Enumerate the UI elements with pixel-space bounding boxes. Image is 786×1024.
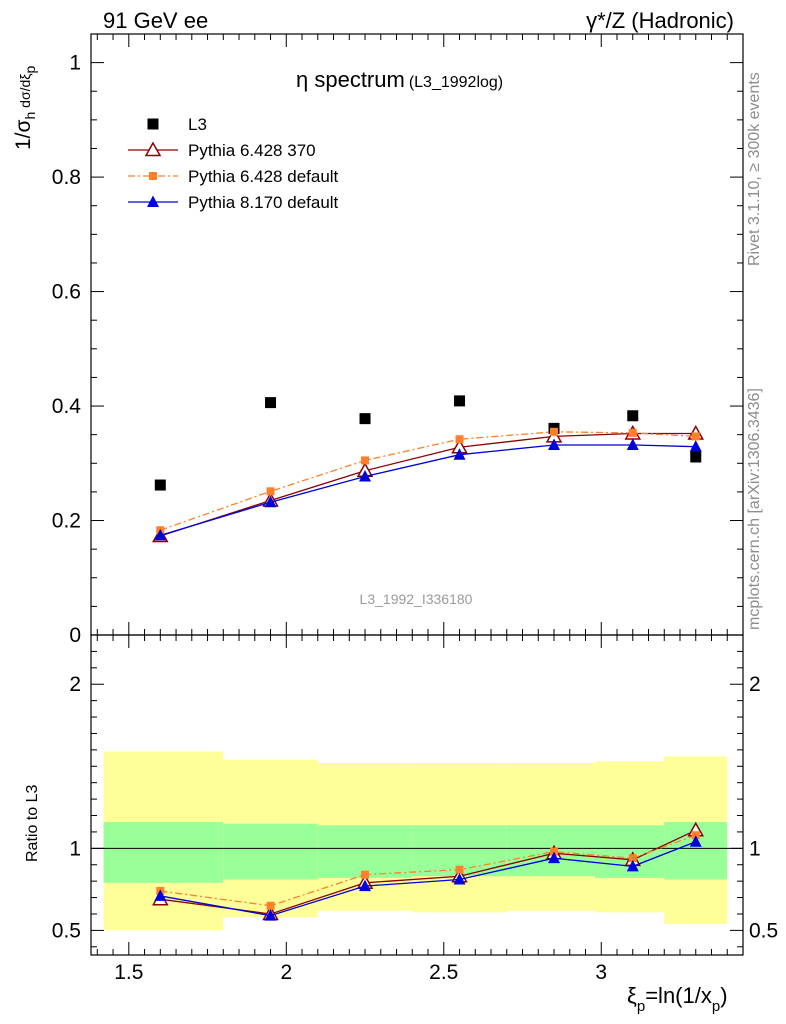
ratio-y-tick-label-right: 2 <box>749 673 761 696</box>
main-data-point <box>627 410 639 422</box>
ratio-data-point <box>154 889 167 901</box>
legend-marker <box>147 118 159 130</box>
ratio-y-tick-label: 1 <box>69 837 81 860</box>
ratio-y-axis-label: Ratio to L3 <box>24 785 41 862</box>
main-data-point <box>154 479 166 491</box>
ratio-y-tick-label-right: 1 <box>749 837 761 860</box>
ratio-data-point <box>628 854 637 863</box>
main-data-point <box>628 428 637 437</box>
ratio-band-inner-2 <box>317 825 413 878</box>
x-tick-label: 3 <box>595 961 607 984</box>
ratio-y-tick-label: 0.5 <box>52 919 81 942</box>
main-series-0 <box>154 395 702 491</box>
ratio-data-point <box>455 865 464 874</box>
ratio-data-point <box>548 851 561 864</box>
main-data-point <box>689 440 702 452</box>
main-data-point <box>266 487 275 496</box>
ratio-data-point <box>453 873 466 885</box>
ratio-data-point <box>550 847 559 856</box>
legend-entry-label: Pythia 8.170 default <box>188 193 339 212</box>
main-data-point <box>455 435 464 444</box>
ratio-uncertainty-bands <box>103 751 728 931</box>
main-y-tick-label: 0 <box>69 624 81 647</box>
main-series-1 <box>152 424 705 543</box>
main-series-3 <box>154 438 702 541</box>
main-data-point <box>550 427 559 436</box>
main-data-point <box>548 438 561 450</box>
legend-entry-label: L3 <box>188 115 207 134</box>
header-left-label: 91 GeV ee <box>103 8 209 33</box>
x-tick-label: 2 <box>280 961 292 984</box>
ratio-y-tick-marks <box>91 634 743 948</box>
main-y-axis-label-text: 1/σh dσ/dξp <box>12 65 38 150</box>
main-data-point <box>691 432 700 441</box>
x-tick-label: 1.5 <box>114 961 143 984</box>
main-y-tick-label: 0.4 <box>52 395 82 418</box>
ratio-y-tick-label-right: 0.5 <box>749 919 778 942</box>
main-series-line <box>160 431 696 531</box>
main-y-tick-label: 0.6 <box>52 281 81 304</box>
ratio-series-2 <box>154 835 702 921</box>
ratio-data-point <box>264 909 277 921</box>
analysis-watermark: L3_1992_I336180 <box>360 591 473 607</box>
main-data-point <box>626 438 639 450</box>
legend-marker <box>147 195 159 207</box>
main-data-point <box>453 448 466 460</box>
ratio-data-point <box>359 879 372 892</box>
ratio-band-inner-1 <box>223 823 318 880</box>
legend: L3 Pythia 6.428 370 Pythia 6.428 default Py… <box>128 115 339 212</box>
x-tick-label: 2.5 <box>429 961 458 984</box>
ratio-band-inner-0 <box>103 822 224 883</box>
ratio-plot-frame <box>90 634 744 956</box>
ratio-y-tick-label: 2 <box>69 673 81 696</box>
x-axis-label: ξp=ln(1/xp) <box>627 983 728 1015</box>
main-data-point <box>154 528 167 541</box>
ratio-data-point <box>266 901 275 910</box>
main-y-tick-marks <box>91 33 743 636</box>
main-series-line <box>160 432 696 537</box>
ratio-data-point <box>361 870 370 879</box>
ratio-y-axis-label-text: Ratio to L3 <box>24 785 41 862</box>
ratio-data-point <box>626 859 639 872</box>
ratio-data-point <box>689 835 702 847</box>
main-series-2 <box>156 427 700 535</box>
main-data-point <box>359 413 371 425</box>
legend-entry-label: Pythia 6.428 default <box>188 167 339 186</box>
main-data-point <box>361 456 370 465</box>
main-y-tick-label: 0.2 <box>52 510 81 533</box>
x-tick-marks <box>96 34 744 955</box>
chart-title: η spectrum (L3_1992log) <box>296 67 503 92</box>
legend-marker <box>149 172 157 180</box>
legend-marker <box>144 141 162 157</box>
header-right-label: γ*/Z (Hadronic) <box>586 8 734 33</box>
main-series-line <box>160 444 696 537</box>
ratio-data-point <box>691 831 700 840</box>
main-data-point <box>359 469 372 482</box>
main-data-point <box>265 397 277 409</box>
legend-entry-label: Pythia 6.428 370 <box>188 141 316 160</box>
main-data-point <box>690 451 702 463</box>
main-data-point <box>454 395 466 407</box>
main-data-point <box>264 495 277 508</box>
main-y-axis-label: 1/σh dσ/dξp <box>12 65 38 150</box>
main-y-tick-label: 1 <box>69 52 81 75</box>
main-y-tick-label: 0.8 <box>52 166 81 189</box>
